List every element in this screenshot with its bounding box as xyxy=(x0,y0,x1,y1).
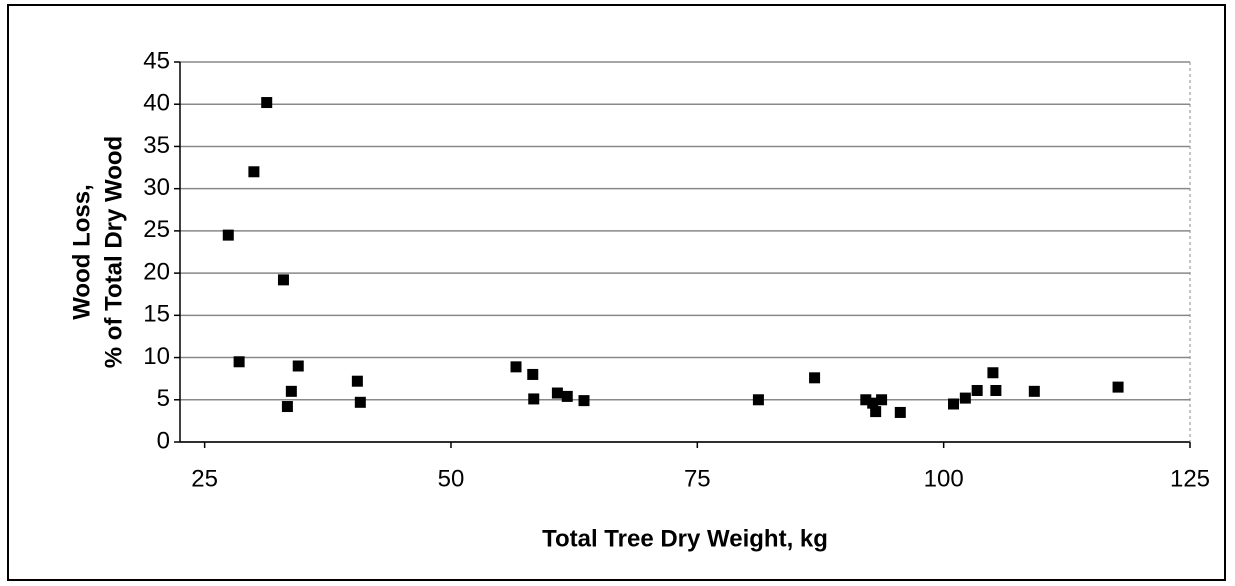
point xyxy=(1028,385,1040,397)
y-tick-label: 35 xyxy=(143,132,170,159)
point xyxy=(528,393,540,405)
point xyxy=(285,385,297,397)
x-axis-title: Total Tree Dry Weight, kg xyxy=(542,525,828,552)
point xyxy=(860,394,872,406)
point xyxy=(948,398,960,410)
x-tick-label: 75 xyxy=(684,465,711,492)
point xyxy=(351,375,363,387)
y-tick-label: 0 xyxy=(157,427,170,454)
point xyxy=(354,396,366,408)
point xyxy=(987,367,999,379)
point xyxy=(281,401,293,413)
y-axis-title: Wood Loss, xyxy=(68,184,95,320)
point xyxy=(248,166,260,178)
x-tick-label: 25 xyxy=(191,465,218,492)
point xyxy=(510,361,522,373)
point xyxy=(752,394,764,406)
point xyxy=(222,229,234,241)
chart-frame xyxy=(7,4,1226,581)
point xyxy=(551,387,563,399)
point xyxy=(292,360,304,372)
x-tick-label: 125 xyxy=(1170,465,1210,492)
point xyxy=(277,274,289,286)
y-tick-label: 40 xyxy=(143,90,170,117)
y-axis-title: % of Total Dry Wood xyxy=(100,136,127,368)
y-tick-label: 15 xyxy=(143,301,170,328)
point xyxy=(527,368,539,380)
y-tick-label: 10 xyxy=(143,343,170,370)
y-tick-label: 5 xyxy=(157,385,170,412)
point xyxy=(261,97,273,109)
point xyxy=(894,406,906,418)
x-tick-label: 100 xyxy=(924,465,964,492)
point xyxy=(870,406,882,418)
x-tick-label: 50 xyxy=(438,465,465,492)
y-tick-label: 25 xyxy=(143,216,170,243)
point xyxy=(876,394,888,406)
y-tick-label: 45 xyxy=(143,47,170,74)
point xyxy=(578,395,590,407)
y-tick-label: 20 xyxy=(143,258,170,285)
point xyxy=(959,392,971,404)
point xyxy=(990,384,1002,396)
point xyxy=(809,372,821,384)
point xyxy=(971,384,983,396)
y-tick-label: 30 xyxy=(143,174,170,201)
point xyxy=(561,390,573,402)
point xyxy=(1112,381,1124,393)
point xyxy=(233,356,245,368)
point xyxy=(867,397,879,409)
